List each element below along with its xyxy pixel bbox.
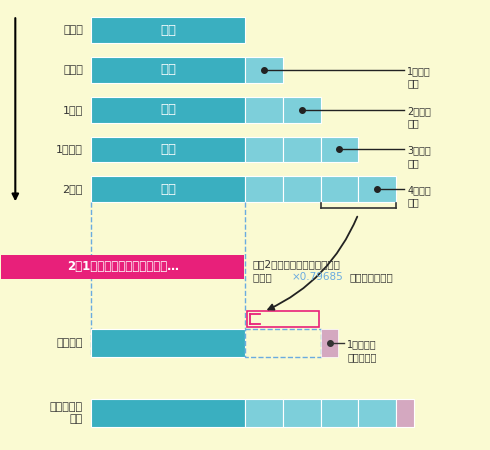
Bar [320,329,339,357]
Bar [320,176,358,202]
Text: 受取金額の
合計: 受取金額の 合計 [50,402,83,423]
Bar [283,97,320,123]
Text: 1ヵ月分の
利子相当額: 1ヵ月分の 利子相当額 [347,339,377,362]
Text: 2年後: 2年後 [63,184,83,194]
Text: 元本: 元本 [160,24,176,37]
Text: ×0.79685: ×0.79685 [292,272,343,282]
Bar [283,399,320,427]
Text: 元本: 元本 [160,143,176,156]
Bar [283,136,320,162]
Bar [245,97,283,123]
Text: 相当額: 相当額 [253,272,275,282]
Text: 購入時: 購入時 [63,25,83,35]
Bar [91,17,245,43]
Bar [320,136,358,162]
Text: 半年後: 半年後 [63,65,83,75]
Text: 直前2回分の各利子（税引前）: 直前2回分の各利子（税引前） [253,259,341,269]
Bar [91,329,245,357]
Text: 換金金額: 換金金額 [56,338,83,348]
Bar [358,176,396,202]
Text: 4回目の
利子: 4回目の 利子 [407,185,431,207]
Bar [245,57,283,83]
Bar [320,399,358,427]
Bar [91,136,245,162]
Text: 1回目の
利子: 1回目の 利子 [407,66,431,88]
Text: 1年半後: 1年半後 [56,144,83,154]
Bar [1,255,244,279]
Text: 元本: 元本 [160,63,176,76]
Text: 3回目の
利子: 3回目の 利子 [407,145,431,168]
Text: 元本: 元本 [160,183,176,196]
Bar [91,97,245,123]
Bar [91,57,245,83]
Text: 元本: 元本 [160,103,176,116]
Bar [91,176,245,202]
Text: 2年1ヵ月後に中途換金すると…: 2年1ヵ月後に中途換金すると… [67,260,179,273]
Bar [358,399,396,427]
Bar [245,329,320,357]
Bar [91,399,245,427]
Bar [247,311,318,327]
Bar [245,399,283,427]
Bar [245,176,283,202]
Text: が差し引かれる: が差し引かれる [349,272,393,282]
Bar [396,399,414,427]
Text: 1年後: 1年後 [63,105,83,115]
Bar [283,176,320,202]
Text: 2回目の
利子: 2回目の 利子 [407,106,431,128]
Bar [245,136,283,162]
